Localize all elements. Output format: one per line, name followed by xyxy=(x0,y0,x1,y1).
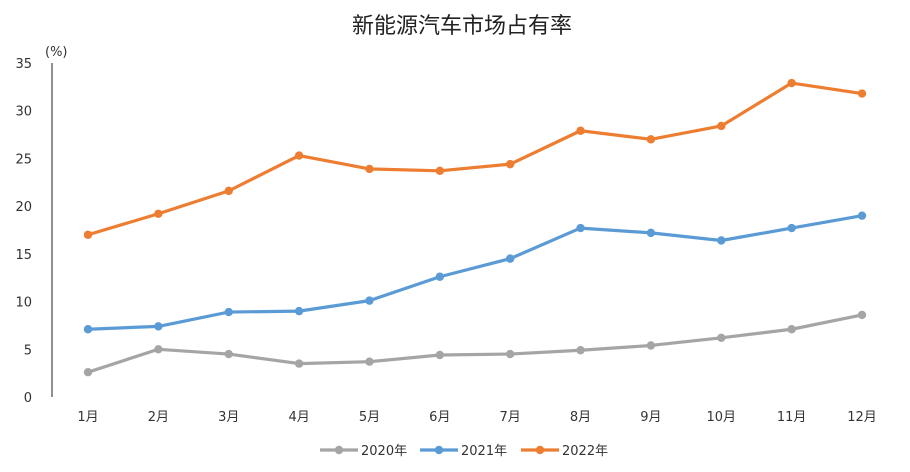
y-tick-label: 15 xyxy=(15,248,32,263)
x-tick-label: 6月 xyxy=(429,410,450,425)
data-point xyxy=(83,230,93,239)
data-point xyxy=(717,333,726,343)
data-point xyxy=(646,341,656,350)
data-point xyxy=(857,310,867,320)
y-tick-label: 35 xyxy=(15,57,32,72)
data-point xyxy=(365,164,374,174)
data-point xyxy=(505,349,515,359)
data-point xyxy=(857,89,867,98)
y-tick-label: 0 xyxy=(24,391,32,406)
data-point xyxy=(787,325,796,334)
x-tick-label: 10月 xyxy=(706,410,736,425)
x-tick-label: 3月 xyxy=(218,410,239,425)
data-point xyxy=(154,322,163,331)
x-tick-label: 9月 xyxy=(640,410,661,425)
data-point xyxy=(576,126,585,135)
data-point xyxy=(154,209,163,218)
y-tick-label: 10 xyxy=(15,296,32,311)
data-point xyxy=(224,307,233,317)
x-tick-label: 11月 xyxy=(777,410,807,425)
y-tick-label: 30 xyxy=(15,105,32,120)
data-point xyxy=(787,78,796,88)
legend-label: 2022年 xyxy=(562,444,608,459)
data-point xyxy=(576,223,585,233)
data-point xyxy=(365,296,374,305)
legend-item: 2021年 xyxy=(420,444,507,459)
x-tick-label: 2月 xyxy=(148,410,169,425)
data-point xyxy=(717,121,726,131)
data-point xyxy=(294,359,304,368)
x-tick-label: 12月 xyxy=(847,410,877,425)
data-point xyxy=(646,135,656,144)
series-2021年 xyxy=(83,211,867,334)
y-tick-label: 20 xyxy=(15,200,32,215)
legend-label: 2021年 xyxy=(461,444,507,459)
x-tick-label: 7月 xyxy=(500,410,521,425)
data-point xyxy=(435,166,445,176)
legend-marker xyxy=(535,445,545,455)
series-2020年 xyxy=(83,310,867,377)
data-point xyxy=(224,186,233,196)
data-point xyxy=(83,325,93,334)
data-point xyxy=(365,357,374,366)
data-point xyxy=(857,211,867,220)
series-2022年 xyxy=(83,78,867,239)
data-point xyxy=(154,345,163,354)
y-tick-label: 5 xyxy=(24,343,32,358)
data-point xyxy=(787,223,796,233)
series-line xyxy=(87,81,863,237)
data-point xyxy=(435,272,445,281)
x-tick-label: 1月 xyxy=(77,410,98,425)
y-tick-label: 25 xyxy=(15,152,32,167)
series-line xyxy=(87,214,863,331)
legend-item: 2022年 xyxy=(521,444,608,459)
legend-item: 2020年 xyxy=(320,444,407,459)
legend-marker xyxy=(434,445,444,455)
data-point xyxy=(224,349,233,359)
data-point xyxy=(505,159,515,169)
data-point xyxy=(646,228,656,238)
chart-title: 新能源汽车市场占有率 xyxy=(352,14,572,39)
x-tick-label: 5月 xyxy=(359,410,380,425)
legend-label: 2020年 xyxy=(361,444,407,459)
data-point xyxy=(576,346,585,355)
data-point xyxy=(294,151,304,160)
data-point xyxy=(435,350,445,360)
data-point xyxy=(717,236,726,245)
x-tick-label: 4月 xyxy=(288,410,309,425)
series-line xyxy=(87,313,863,374)
x-tick-label: 8月 xyxy=(570,410,591,425)
data-point xyxy=(83,367,93,377)
data-point xyxy=(505,254,515,263)
legend-marker xyxy=(334,445,344,455)
data-point xyxy=(294,306,304,316)
y-axis-unit: (%) xyxy=(45,45,68,60)
